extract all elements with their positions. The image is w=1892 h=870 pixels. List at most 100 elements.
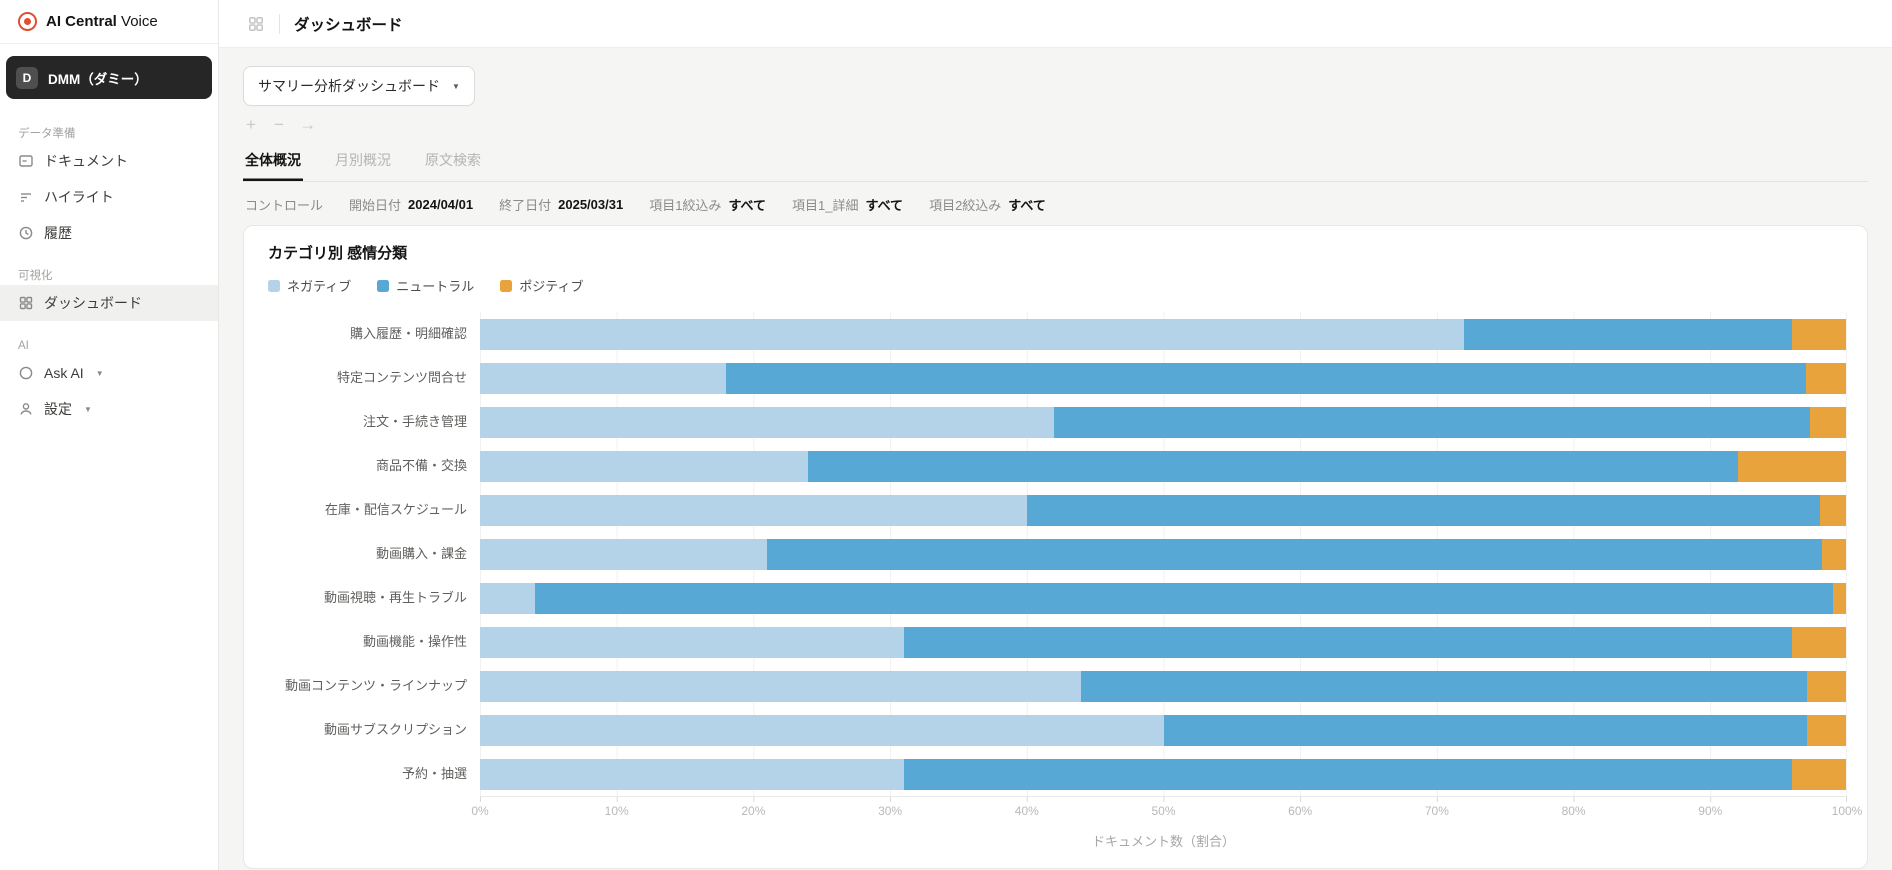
filter-label: 項目2絞込み	[929, 198, 1002, 213]
stacked-bar	[480, 670, 1847, 702]
stacked-bar	[480, 450, 1847, 482]
tab-overall[interactable]: 全体概況	[243, 145, 303, 181]
bar-segment[interactable]	[480, 626, 904, 658]
sidebar-item-label: 設定	[44, 401, 72, 417]
controls-bar: コントロール 開始日付 2024/04/01 終了日付 2025/03/31 項目1絞込…	[243, 182, 1868, 225]
bar-segment[interactable]	[808, 450, 1738, 482]
bar-segment[interactable]	[1792, 318, 1847, 350]
category-label: 動画サブスクリプション	[323, 722, 467, 737]
bar-segment[interactable]	[1163, 714, 1808, 746]
chevron-down-icon: ▼	[95, 368, 104, 378]
category-label: 特定コンテンツ問合せ	[336, 370, 467, 385]
x-tick-label: 30%	[878, 804, 903, 818]
grid-icon[interactable]	[247, 15, 265, 33]
filter-value[interactable]: すべて	[865, 198, 904, 213]
bar-segment[interactable]	[1464, 318, 1793, 350]
tab-monthly[interactable]: 月別概況	[333, 145, 393, 181]
bar-segment[interactable]	[480, 406, 1055, 438]
mini-toolbar: + − →	[243, 115, 1868, 135]
sidebar-item-settings[interactable]: 設定 ▼	[0, 391, 218, 427]
sidebar-item-highlights[interactable]: ハイライト	[0, 179, 218, 215]
filter-value[interactable]: すべて	[1008, 198, 1046, 213]
filter-label: 項目1_詳細	[792, 198, 859, 213]
dashboard-select-dropdown[interactable]: サマリー分析ダッシュボード ▼	[243, 66, 475, 106]
bar-segment[interactable]	[1792, 626, 1847, 658]
bar-row	[480, 708, 1847, 752]
sidebar-item-dashboard[interactable]: ダッシュボード	[0, 285, 218, 321]
filter-value[interactable]: 2024/04/01	[408, 197, 474, 212]
bar-segment[interactable]	[1054, 406, 1811, 438]
filter-value[interactable]: 2025/03/31	[558, 197, 624, 212]
bar-row	[480, 488, 1847, 532]
sidebar-item-documents[interactable]: ドキュメント	[0, 143, 218, 179]
bar-row	[480, 752, 1847, 796]
bar-segment[interactable]	[480, 362, 727, 394]
bar-segment[interactable]	[480, 318, 1465, 350]
category-label: 購入履歴・明細確認	[349, 326, 467, 341]
bar-segment[interactable]	[480, 538, 768, 570]
filter-value[interactable]: すべて	[728, 198, 767, 213]
x-tick-label: 60%	[1288, 804, 1313, 818]
main-header: ダッシュボード	[219, 0, 1892, 48]
filter-label: 終了日付	[499, 198, 552, 213]
sidebar-item-label: ハイライト	[44, 189, 114, 205]
legend-item[interactable]: ネガティブ	[268, 276, 351, 295]
bar-row	[480, 620, 1847, 664]
bar-segment[interactable]	[480, 758, 904, 790]
bar-segment[interactable]	[1737, 450, 1847, 482]
legend-item[interactable]: ポジティブ	[500, 276, 583, 295]
bar-segment[interactable]	[480, 450, 809, 482]
bar-segment[interactable]	[480, 670, 1082, 702]
legend-swatch-icon	[500, 279, 513, 292]
filter-control[interactable]: 項目2絞込み すべて	[929, 195, 1046, 214]
bar-segment[interactable]	[480, 494, 1027, 526]
bar-segment[interactable]	[1807, 714, 1847, 746]
bar-segment[interactable]	[726, 362, 1806, 394]
bar-segment[interactable]	[1810, 406, 1847, 438]
arrow-right-icon[interactable]: →	[299, 115, 316, 134]
category-label: 在庫・配信スケジュール	[324, 502, 467, 517]
legend-swatch-icon	[268, 279, 280, 292]
filter-control[interactable]: 項目1_詳細 すべて	[792, 195, 903, 214]
legend-item[interactable]: ニュートラル	[377, 276, 474, 295]
bar-segment[interactable]	[767, 538, 1823, 570]
plot-column: 0% 10% 20% 30% 40% 50% 60% 70% 80% 90% 100% ドキュメント…	[471, 312, 1862, 850]
sidebar-section-label: 可視化	[18, 270, 53, 282]
category-label: 動画機能・操作性	[362, 634, 467, 649]
highlight-icon	[18, 189, 34, 205]
bar-segment[interactable]	[1822, 538, 1847, 570]
filter-control[interactable]: 項目1絞込み すべて	[649, 195, 766, 214]
filter-control[interactable]: 開始日付 2024/04/01	[349, 195, 473, 214]
sidebar-item-label: ドキュメント	[44, 153, 128, 169]
bar-row	[480, 312, 1847, 356]
category-labels: 購入履歴・明細確認 特定コンテンツ問合せ 注文・手続き管理 商品不備・交換 在庫・配信ス…	[268, 312, 480, 850]
bar-segment[interactable]	[1792, 758, 1847, 790]
bar-segment[interactable]	[1819, 494, 1847, 526]
x-tick-label: 90%	[1698, 804, 1723, 818]
workspace-selector[interactable]: D DMM（ダミー）	[6, 56, 212, 99]
bar-segment[interactable]	[480, 582, 535, 614]
plus-icon[interactable]: +	[246, 115, 256, 134]
chart-legend: ネガティブ ニュートラル ポジティブ	[268, 276, 1847, 295]
bar-segment[interactable]	[1805, 362, 1847, 394]
minus-icon[interactable]: −	[274, 115, 284, 134]
sidebar-item-ask-ai[interactable]: Ask AI ▼	[0, 355, 218, 391]
bar-segment[interactable]	[1807, 670, 1847, 702]
bar-segment[interactable]	[1081, 670, 1808, 702]
bar-segment[interactable]	[1026, 494, 1820, 526]
bar-segment[interactable]	[480, 714, 1164, 746]
stacked-bar	[480, 758, 1847, 790]
bar-segment[interactable]	[903, 626, 1793, 658]
sidebar-section-label: AI	[18, 340, 29, 352]
bar-segment[interactable]	[903, 758, 1793, 790]
filter-control[interactable]: 終了日付 2025/03/31	[499, 195, 623, 214]
bar-segment[interactable]	[534, 582, 1834, 614]
bar-row	[480, 532, 1847, 576]
stacked-bar	[480, 362, 1847, 394]
sidebar-item-history[interactable]: 履歴	[0, 215, 218, 251]
history-icon	[18, 225, 34, 241]
category-label: 動画視聴・再生トラブル	[323, 590, 467, 605]
bar-row	[480, 400, 1847, 444]
tab-fulltext[interactable]: 原文検索	[423, 145, 483, 181]
bar-segment[interactable]	[1833, 582, 1847, 614]
